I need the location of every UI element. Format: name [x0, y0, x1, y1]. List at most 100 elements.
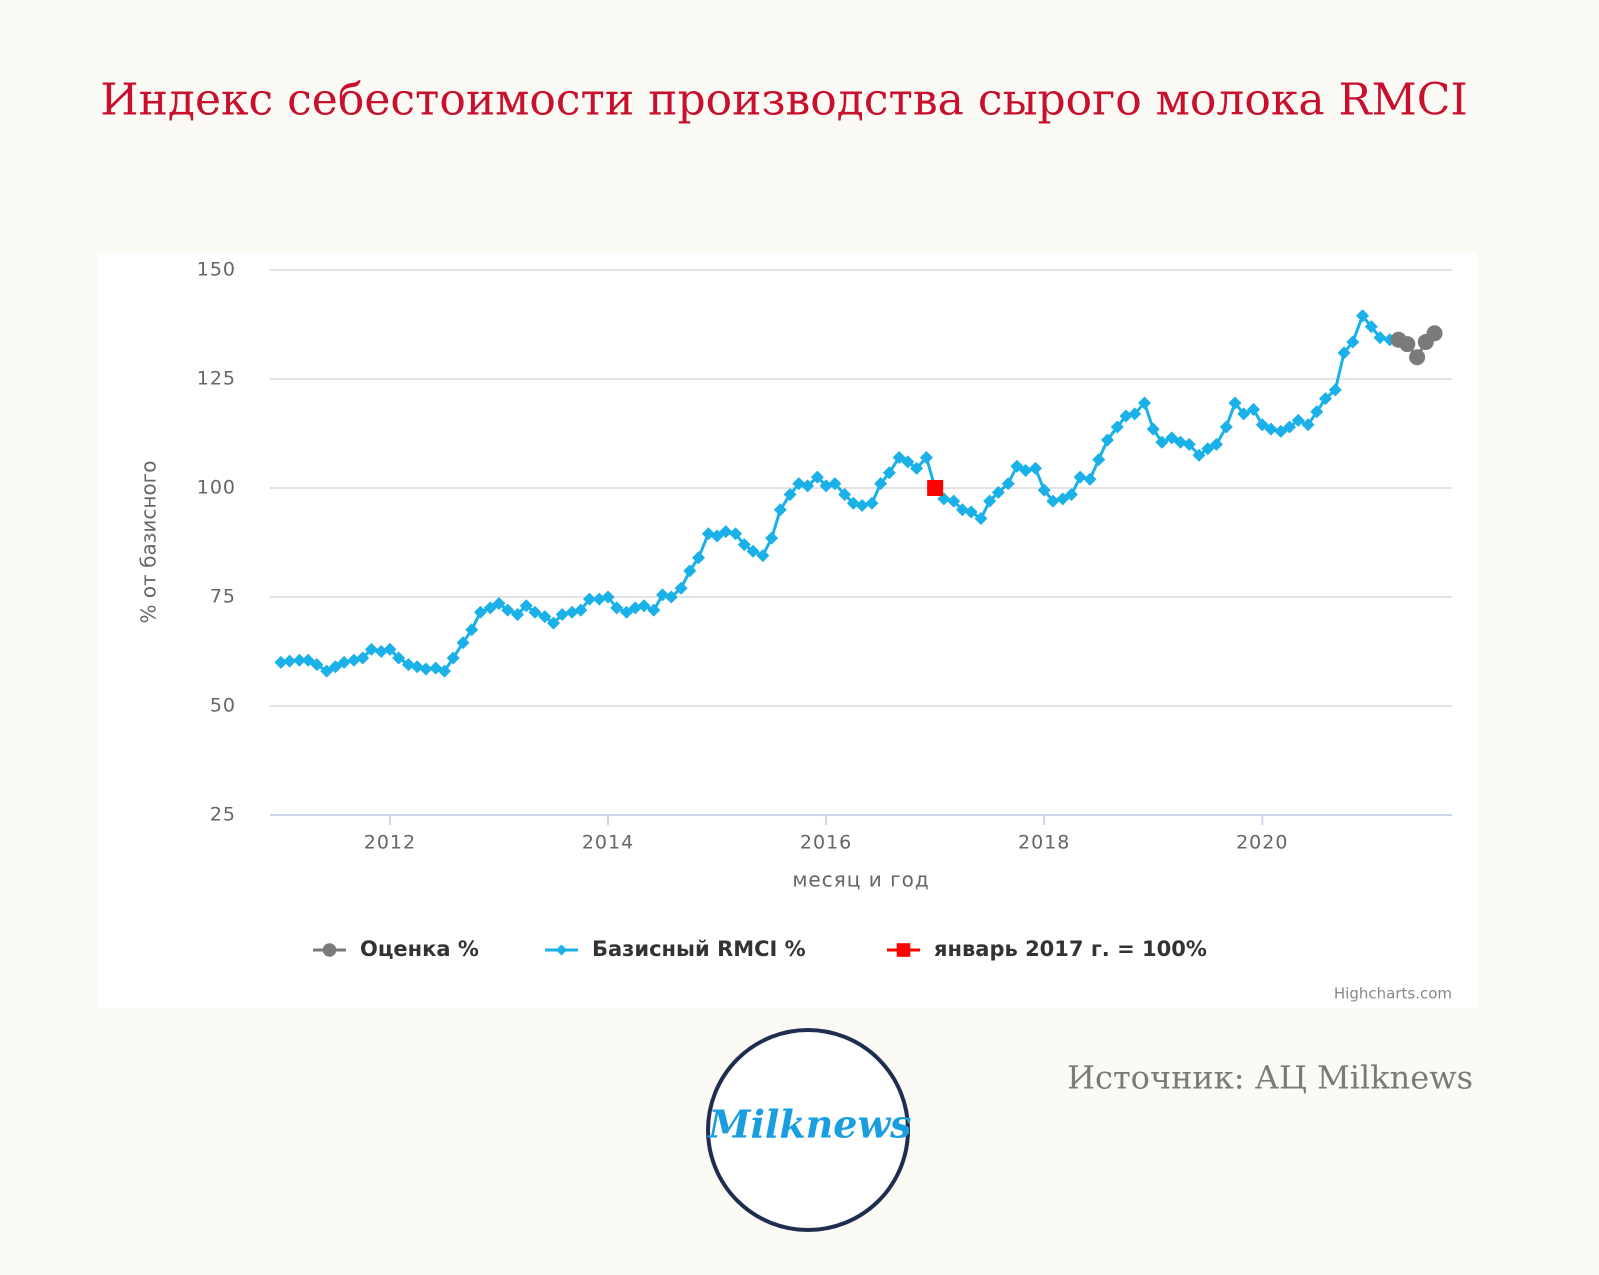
point-marker — [1073, 470, 1087, 484]
point-marker — [882, 466, 896, 480]
point-marker — [701, 527, 715, 541]
point-marker — [910, 461, 924, 475]
point-marker — [628, 601, 642, 615]
point-marker — [519, 599, 533, 613]
point-marker — [1399, 336, 1416, 353]
point-marker — [896, 943, 911, 957]
legend-label: Базисный RMCI % — [592, 937, 806, 961]
point-marker — [1346, 335, 1360, 349]
point-marker — [1219, 420, 1233, 434]
point-marker — [310, 658, 324, 672]
point-marker — [692, 551, 706, 565]
point-marker — [955, 503, 969, 517]
point-marker — [582, 592, 596, 606]
point-marker — [783, 488, 797, 502]
point-marker — [337, 655, 351, 669]
point-marker — [1283, 420, 1297, 434]
point-marker — [465, 623, 479, 637]
point-marker — [674, 581, 688, 595]
point-marker — [1274, 424, 1288, 438]
point-marker — [528, 605, 542, 619]
point-marker — [1301, 418, 1315, 432]
y-tick-label: 100 — [197, 477, 236, 499]
point-marker — [1255, 418, 1269, 432]
point-marker — [292, 653, 306, 667]
point-marker — [1100, 433, 1114, 447]
point-marker — [383, 642, 397, 656]
point-marker — [927, 480, 944, 496]
x-axis-title: месяц и год — [792, 868, 929, 892]
point-marker — [1328, 383, 1342, 397]
point-marker — [1064, 488, 1078, 502]
point-marker — [874, 477, 888, 491]
point-marker — [1192, 448, 1206, 462]
point-marker — [322, 943, 337, 957]
point-marker — [492, 597, 506, 611]
point-marker — [964, 505, 978, 519]
y-tick-label: 75 — [210, 586, 236, 608]
legend-label: январь 2017 г. = 100% — [934, 937, 1207, 961]
point-marker — [1165, 431, 1179, 445]
point-marker — [855, 498, 869, 512]
point-marker — [892, 450, 906, 464]
point-marker — [1264, 422, 1278, 436]
plot: 25 50 75 100 125 150 2012 2014 2016 2018 2020 — [197, 259, 1452, 854]
point-marker — [637, 599, 651, 613]
point-marker — [456, 636, 470, 650]
point-marker — [737, 538, 751, 552]
point-marker — [810, 470, 824, 484]
point-marker — [1138, 396, 1152, 410]
point-marker — [865, 496, 879, 510]
legend-label: Оценка % — [360, 937, 479, 961]
point-marker — [746, 544, 760, 558]
point-marker — [1173, 435, 1187, 449]
point-marker — [1046, 494, 1060, 508]
point-marker — [401, 658, 415, 672]
point-marker — [683, 564, 697, 578]
y-tick-label: 150 — [197, 259, 236, 281]
y-tick-label: 125 — [197, 368, 236, 390]
point-marker — [437, 664, 451, 678]
point-marker — [555, 607, 569, 621]
point-marker — [1247, 403, 1261, 417]
point-marker — [983, 494, 997, 508]
point-marker — [1083, 472, 1097, 486]
point-marker — [947, 494, 961, 508]
point-marker — [547, 616, 561, 630]
point-marker — [1364, 320, 1378, 334]
point-marker — [974, 512, 988, 526]
point-marker — [592, 592, 606, 606]
point-marker — [301, 653, 315, 667]
point-marker — [756, 549, 770, 563]
point-marker — [274, 655, 288, 669]
point-marker — [1426, 325, 1443, 342]
point-marker — [555, 944, 568, 956]
point-marker — [374, 645, 388, 658]
point-marker — [828, 477, 842, 491]
logo-circle — [706, 1028, 910, 1232]
point-marker — [1319, 392, 1333, 406]
point-marker — [846, 496, 860, 510]
point-marker — [347, 653, 361, 667]
x-tick-label: 2018 — [1018, 832, 1070, 854]
legend: Оценка % Базисный RMCI % январь 2017 г. = … — [313, 937, 1207, 961]
point-marker — [1237, 407, 1251, 421]
point-marker — [1028, 461, 1042, 475]
point-marker — [574, 603, 588, 617]
point-marker — [1209, 437, 1223, 451]
credits: Highcharts.com — [1334, 985, 1452, 1003]
point-marker — [838, 488, 852, 502]
point-marker — [483, 601, 497, 615]
point-marker — [1373, 331, 1387, 345]
point-marker — [1128, 407, 1142, 421]
y-tick-label: 25 — [210, 804, 236, 826]
point-marker — [410, 660, 424, 674]
point-marker — [1182, 437, 1196, 451]
point-marker — [1155, 435, 1169, 449]
source: Источник: АЦ Milknews — [1067, 1059, 1473, 1097]
point-marker — [901, 455, 915, 469]
point-marker — [601, 590, 615, 604]
point-marker — [501, 603, 515, 617]
point-marker — [1228, 396, 1242, 410]
point-marker — [1092, 453, 1106, 467]
